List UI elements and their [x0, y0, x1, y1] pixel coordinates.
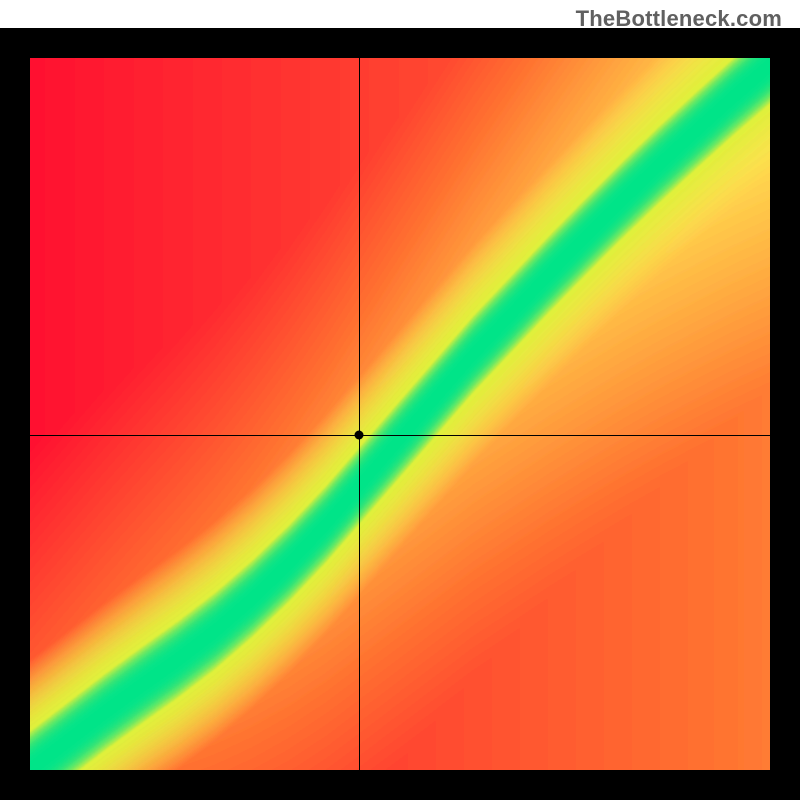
heatmap-canvas — [30, 58, 770, 770]
crosshair-vertical — [359, 58, 360, 770]
heatmap-plot-area — [30, 58, 770, 770]
marker-dot — [355, 431, 364, 440]
crosshair-horizontal — [30, 435, 770, 436]
chart-outer-frame — [0, 28, 800, 800]
